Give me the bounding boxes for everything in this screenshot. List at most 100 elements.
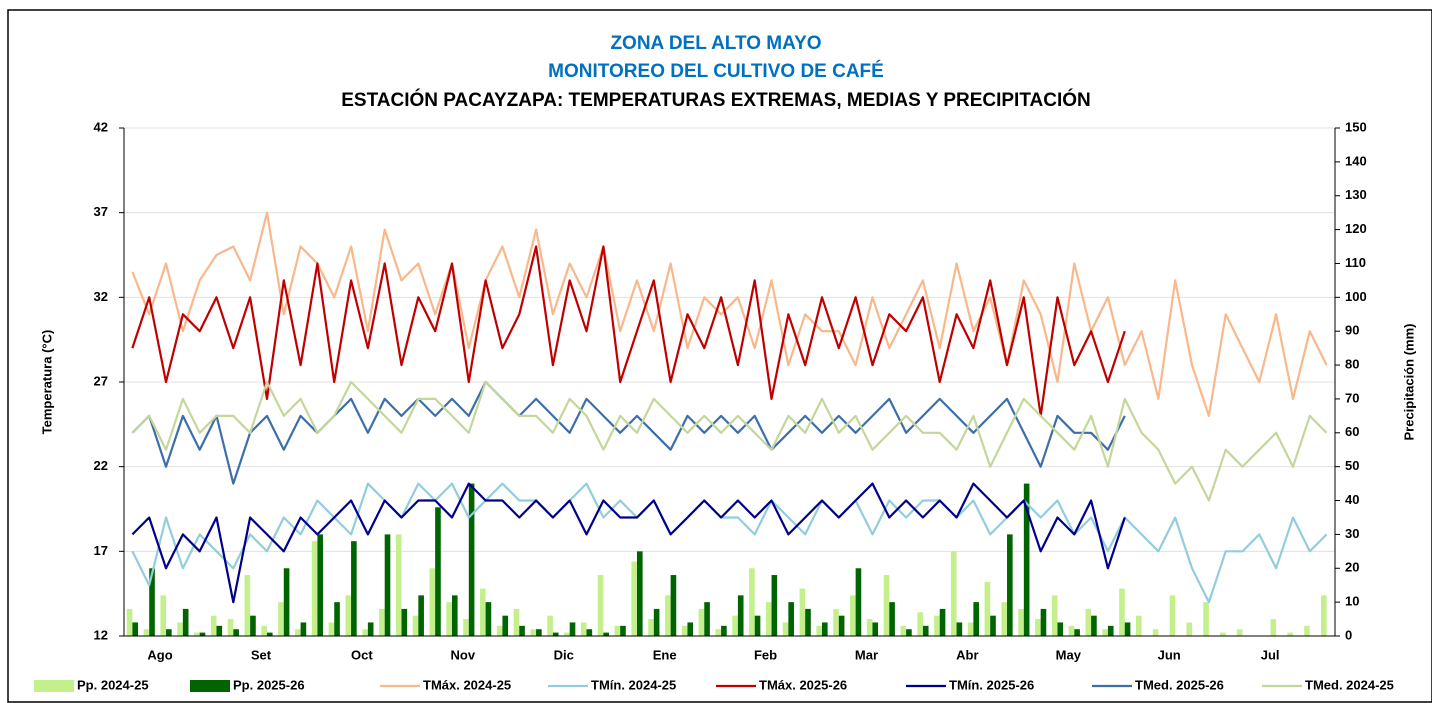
bar [1135, 615, 1142, 636]
bar [351, 541, 357, 636]
y-tick-label: 22 [94, 458, 108, 473]
bar [721, 625, 727, 636]
bar [1124, 622, 1131, 636]
bar [889, 602, 895, 636]
bar [1068, 625, 1075, 636]
bar [1102, 629, 1108, 636]
bar [418, 595, 424, 636]
bar [1107, 625, 1114, 636]
bar [278, 602, 284, 636]
y-tick-label: 32 [94, 289, 108, 304]
bar [300, 622, 307, 636]
bar [233, 629, 239, 636]
bar [1018, 608, 1024, 636]
bar [749, 568, 755, 636]
bar [132, 622, 139, 636]
bar [597, 575, 604, 636]
bar [311, 541, 318, 636]
bar [250, 615, 256, 636]
bar [362, 629, 368, 636]
bar [519, 625, 525, 636]
bar [294, 629, 301, 636]
y2-tick-label: 0 [1345, 627, 1352, 642]
y2-tick-label: 100 [1345, 289, 1367, 304]
x-tick-label: Abr [956, 647, 978, 662]
bar [334, 602, 340, 636]
bar [816, 625, 823, 636]
y2-tick-label: 140 [1345, 153, 1367, 168]
bar [687, 622, 694, 636]
legend-label: TMáx. 2025-26 [759, 677, 847, 692]
legend-label: TMín. 2025-26 [949, 677, 1034, 692]
bar [194, 632, 200, 636]
y2-axis-label: Precipitación (mm) [1401, 323, 1416, 440]
bar [906, 629, 912, 636]
bar [900, 625, 907, 636]
bar [547, 615, 553, 636]
bar [166, 629, 172, 636]
bar [883, 575, 890, 636]
y2-tick-label: 90 [1345, 323, 1359, 338]
x-tick-label: Dic [554, 647, 574, 662]
legend-label: TMín. 2024-25 [591, 677, 676, 692]
legend-label: TMed. 2025-26 [1135, 677, 1224, 692]
bar [1001, 602, 1008, 636]
y-tick-label: 17 [94, 543, 108, 558]
bar [788, 602, 794, 636]
chart-subtitle: MONITOREO DEL CULTIVO DE CAFÉ [548, 60, 884, 82]
line [131, 380, 1126, 485]
chart-heading: ESTACIÓN PACAYZAPA: TEMPERATURAS EXTREMA… [341, 89, 1091, 111]
bar [182, 608, 189, 636]
bar [480, 588, 486, 636]
bar [866, 619, 873, 636]
bar [833, 608, 839, 636]
y2-tick-label: 80 [1345, 357, 1359, 372]
bar [317, 534, 324, 636]
y-tick-label: 42 [94, 119, 108, 134]
x-tick-label: Mar [855, 647, 878, 662]
bar [149, 568, 155, 636]
x-tick-label: Ene [653, 647, 677, 662]
legend-swatch [34, 680, 74, 692]
bar [1270, 619, 1277, 636]
bar [435, 507, 441, 636]
bar [670, 575, 677, 636]
bar [704, 602, 710, 636]
bar [631, 561, 637, 636]
chart-title: ZONA DEL ALTO MAYO [610, 33, 821, 54]
bar [990, 615, 996, 636]
bar [126, 608, 133, 636]
bar [614, 625, 621, 636]
bar [367, 622, 374, 636]
bar [569, 622, 576, 636]
bar [1091, 615, 1097, 636]
bar [227, 619, 234, 636]
bar [973, 602, 979, 636]
bar [1220, 632, 1226, 636]
x-tick-label: Jul [1261, 647, 1280, 662]
bar [984, 581, 991, 636]
bar [429, 568, 436, 636]
line [131, 482, 1126, 604]
bar [244, 575, 251, 636]
bar [530, 629, 537, 636]
y2-tick-label: 60 [1345, 424, 1359, 439]
bar [1119, 588, 1125, 636]
bar [468, 483, 475, 636]
legend-label: TMáx. 2024-25 [423, 677, 511, 692]
y-tick-label: 37 [94, 204, 108, 219]
bar [266, 632, 273, 636]
bar [653, 608, 660, 636]
x-tick-label: Ago [147, 647, 172, 662]
bar [177, 622, 183, 636]
bar [620, 625, 626, 636]
bar [502, 615, 509, 636]
bar [328, 622, 335, 636]
bar [446, 602, 452, 636]
bar [939, 608, 946, 636]
bar [782, 622, 789, 636]
bar [1023, 483, 1030, 636]
bar [513, 608, 520, 636]
bar [552, 632, 559, 636]
